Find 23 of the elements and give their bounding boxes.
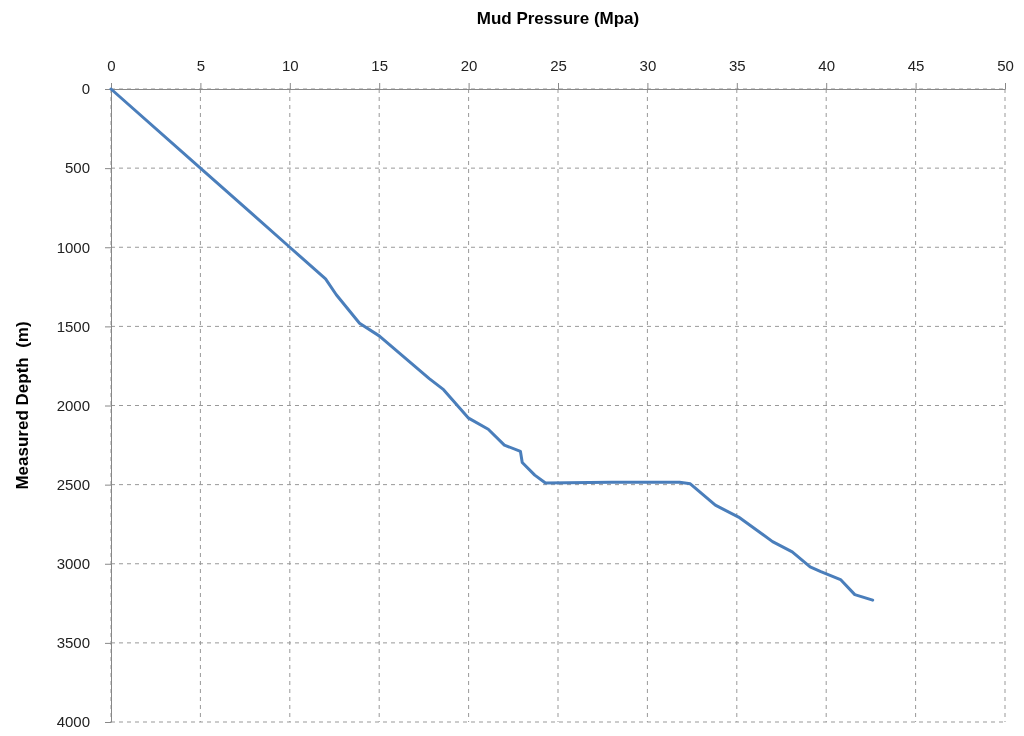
y-tick-label: 0 [81,80,90,98]
x-tick-label: 5 [196,57,206,74]
y-tick-label: 3500 [56,634,90,652]
y-tick-label: 2500 [56,475,90,493]
y-tick-label: 3000 [56,555,90,573]
y-tick-label: 500 [64,159,90,177]
y-tick-label: 1500 [56,317,90,335]
x-tick-label: 0 [107,57,116,74]
y-tick-label: 4000 [56,713,90,731]
x-tick-label: 15 [371,57,389,74]
x-tick-label: 50 [997,57,1014,74]
y-axis-title: Measured Depth (m) [13,321,32,490]
x-tick-label: 35 [728,57,746,74]
x-tick-label: 20 [460,57,478,74]
x-tick-label: 45 [907,57,925,74]
x-tick-label: 10 [281,57,299,74]
x-tick-label: 25 [550,57,567,74]
y-tick-label: 2000 [56,396,90,414]
y-tick-label: 1000 [56,238,90,256]
line-series [109,87,875,602]
x-tick-label: 40 [818,57,836,74]
x-tick-label: 30 [639,57,657,74]
x-axis-title: Mud Pressure (Mpa) [476,9,640,28]
